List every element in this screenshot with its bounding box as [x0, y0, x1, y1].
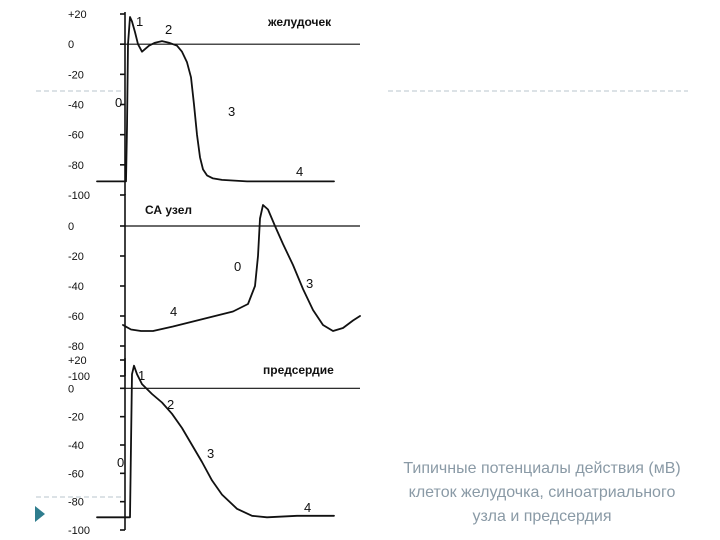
y-tick-label: -80 [68, 497, 84, 509]
phase-label: 2 [167, 397, 174, 412]
panel-title: СА узел [145, 203, 192, 217]
y-tick-label: -60 [68, 468, 84, 480]
y-tick-label: -40 [68, 281, 84, 293]
caption-line-3: узла и предсердия [472, 508, 612, 525]
panel-title: предсердие [263, 363, 334, 377]
y-tick-label: -40 [68, 440, 84, 452]
y-tick-label: -60 [68, 311, 84, 323]
phase-label: 0 [117, 455, 124, 470]
phase-label: 0 [115, 95, 122, 110]
phase-label: 3 [306, 276, 313, 291]
y-tick-label: -40 [68, 100, 84, 112]
y-tick-label: -100 [68, 190, 90, 202]
y-tick-label: 0 [68, 221, 74, 233]
phase-label: 4 [170, 304, 177, 319]
y-tick-label: +20 [68, 355, 87, 367]
bullet-arrow-icon [35, 506, 45, 522]
phase-label: 0 [234, 259, 241, 274]
y-tick-label: -100 [68, 525, 90, 537]
y-tick-label: -20 [68, 69, 84, 81]
y-tick-label: -80 [68, 160, 84, 172]
y-tick-label: 0 [68, 383, 74, 395]
phase-label: 1 [138, 368, 145, 383]
action-potential-trace [96, 364, 335, 519]
phase-label: 4 [304, 500, 311, 515]
action-potential-trace [122, 204, 361, 332]
phase-label: 1 [136, 14, 143, 29]
phase-label: 2 [165, 22, 172, 37]
y-tick-label: +20 [68, 9, 87, 21]
y-tick-label: -80 [68, 341, 84, 353]
atrium-panel: +20 0 -20 -40 -60 -80 -100 предсердие 1 2 0 3 4 [68, 355, 360, 537]
phase-label: 3 [207, 446, 214, 461]
y-tick-label: -60 [68, 130, 84, 142]
sa-node-panel: 0 -20 -40 -60 -80 -100 СА узел 0 4 3 [68, 194, 361, 383]
y-tick-label: -20 [68, 412, 84, 424]
action-potential-trace [96, 16, 335, 183]
y-tick-label: -100 [68, 371, 90, 383]
y-tick-label: 0 [68, 39, 74, 51]
phase-label: 4 [296, 164, 303, 179]
y-tick-label: -20 [68, 251, 84, 263]
caption-line-2: клеток желудочка, синоатриального [408, 484, 676, 501]
ventricle-panel: +20 0 -20 -40 -60 -80 -100 желудочек 1 2 0 3 4 [68, 9, 360, 202]
caption-line-1: Типичные потенциалы действия (мВ) [403, 460, 681, 477]
phase-label: 3 [228, 104, 235, 119]
panel-title: желудочек [267, 15, 332, 29]
